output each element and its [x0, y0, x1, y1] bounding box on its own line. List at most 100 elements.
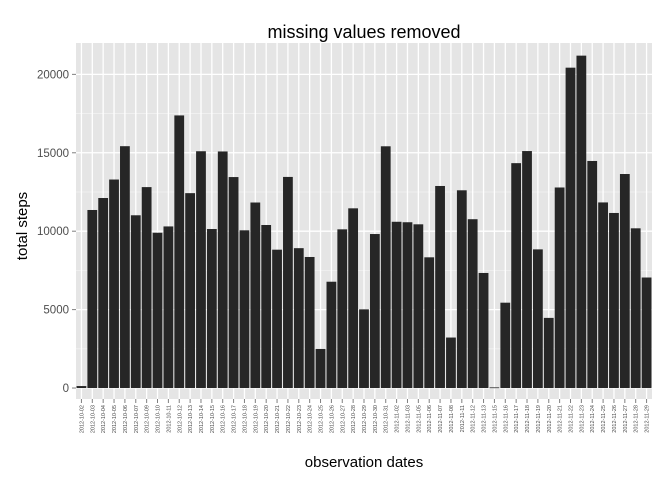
- x-tick-label: 2012-11-02: [395, 405, 401, 433]
- bar: [196, 151, 206, 389]
- bar: [522, 151, 532, 389]
- x-tick-label: 2012-10-02: [79, 405, 85, 433]
- x-tick-label: 2012-10-11: [166, 405, 172, 433]
- x-tick-label: 2012-11-05: [416, 405, 422, 433]
- x-tick-label: 2012-10-10: [156, 405, 162, 433]
- bar: [283, 176, 293, 389]
- bar: [587, 160, 598, 389]
- x-tick-label: 2012-10-20: [264, 405, 270, 433]
- bar: [641, 277, 652, 389]
- x-tick-label: 2012-11-20: [547, 405, 553, 433]
- x-tick-label: 2012-10-31: [384, 405, 390, 433]
- bar: [511, 163, 522, 389]
- y-axis-label: total steps: [14, 192, 31, 260]
- x-tick-label: 2012-10-27: [340, 405, 346, 433]
- x-tick-label: 2012-11-28: [634, 405, 640, 433]
- bar: [109, 179, 119, 389]
- x-tick-label: 2012-10-15: [210, 405, 216, 433]
- bar: [391, 221, 402, 389]
- x-tick-label: 2012-10-26: [329, 405, 335, 433]
- bar: [315, 348, 326, 389]
- bar: [489, 387, 500, 389]
- bar: [467, 219, 478, 389]
- bar: [120, 146, 130, 389]
- x-tick-label: 2012-10-04: [101, 405, 107, 433]
- x-tick-label: 2012-11-19: [536, 405, 542, 433]
- x-tick-label: 2012-11-18: [525, 405, 531, 433]
- x-tick-label: 2012-10-06: [123, 405, 129, 433]
- bar: [359, 309, 369, 389]
- x-tick-label: 2012-11-23: [579, 405, 585, 433]
- bar: [98, 198, 109, 389]
- x-tick-label: 2012-11-03: [405, 405, 411, 433]
- bar: [565, 67, 576, 389]
- bar: [380, 146, 391, 389]
- bar: [141, 187, 152, 389]
- x-tick-label: 2012-10-23: [297, 405, 303, 433]
- x-tick-label: 2012-10-30: [373, 405, 379, 433]
- x-axis: 2012-10-02 2012-10-03 2012-10-04 2012-10-05…: [79, 399, 651, 433]
- bar: [598, 202, 608, 389]
- bar: [250, 202, 261, 389]
- x-tick-label: 2012-10-03: [90, 405, 96, 433]
- bar: [272, 249, 282, 389]
- bar: [217, 151, 228, 389]
- bar: [369, 234, 380, 389]
- x-tick-label: 2012-11-22: [568, 405, 574, 433]
- x-tick-label: 2012-11-17: [514, 405, 520, 433]
- x-tick-label: 2012-10-07: [134, 405, 140, 433]
- x-tick-label: 2012-10-18: [242, 405, 248, 433]
- y-tick-label: 0: [63, 383, 69, 395]
- x-tick-label: 2012-11-15: [492, 405, 498, 433]
- bar: [206, 229, 217, 389]
- y-tick-label: 10000: [37, 226, 69, 238]
- x-tick-label: 2012-10-28: [351, 405, 357, 433]
- x-tick-label: 2012-10-22: [286, 405, 292, 433]
- chart-title: missing values removed: [267, 22, 460, 42]
- x-tick-label: 2012-11-11: [460, 405, 466, 432]
- bar: [76, 386, 87, 389]
- bar: [402, 222, 413, 389]
- y-axis: 0 5000 10000 15000 20000: [37, 69, 76, 395]
- bar: [533, 249, 543, 389]
- bar: [543, 317, 554, 389]
- x-tick-label: 2012-11-13: [482, 405, 488, 433]
- bar: [174, 115, 185, 389]
- bar: [413, 224, 424, 389]
- bar: [239, 230, 250, 389]
- bar: [478, 272, 489, 389]
- bar: [326, 281, 337, 389]
- x-tick-label: 2012-10-19: [253, 405, 259, 433]
- x-tick-label: 2012-11-07: [438, 405, 444, 433]
- bar: [576, 55, 587, 389]
- x-tick-label: 2012-11-12: [471, 405, 477, 433]
- x-tick-label: 2012-10-24: [308, 405, 314, 433]
- bar: [337, 229, 348, 389]
- x-tick-label: 2012-10-16: [221, 405, 227, 433]
- x-tick-label: 2012-11-29: [645, 405, 651, 433]
- bar: [619, 174, 630, 389]
- bar: [185, 193, 195, 389]
- x-tick-label: 2012-11-16: [503, 405, 509, 433]
- x-tick-label: 2012-11-26: [612, 405, 618, 433]
- x-tick-label: 2012-10-25: [319, 405, 325, 433]
- x-tick-label: 2012-10-13: [188, 405, 194, 433]
- bar: [261, 225, 272, 389]
- bar: [152, 232, 163, 389]
- bar: [87, 209, 98, 389]
- bars: [76, 55, 652, 389]
- x-tick-label: 2012-11-27: [623, 405, 629, 433]
- bar: [163, 226, 174, 389]
- bar: [630, 228, 641, 389]
- x-tick-label: 2012-10-12: [177, 405, 183, 433]
- x-tick-label: 2012-10-17: [232, 405, 238, 433]
- bar: [609, 212, 619, 389]
- y-tick-label: 20000: [37, 69, 69, 81]
- x-tick-label: 2012-11-08: [449, 405, 455, 433]
- bar: [435, 185, 445, 389]
- bar: [424, 257, 435, 389]
- bar: [554, 187, 565, 389]
- x-tick-label: 2012-10-09: [145, 405, 151, 433]
- bar: [228, 177, 239, 389]
